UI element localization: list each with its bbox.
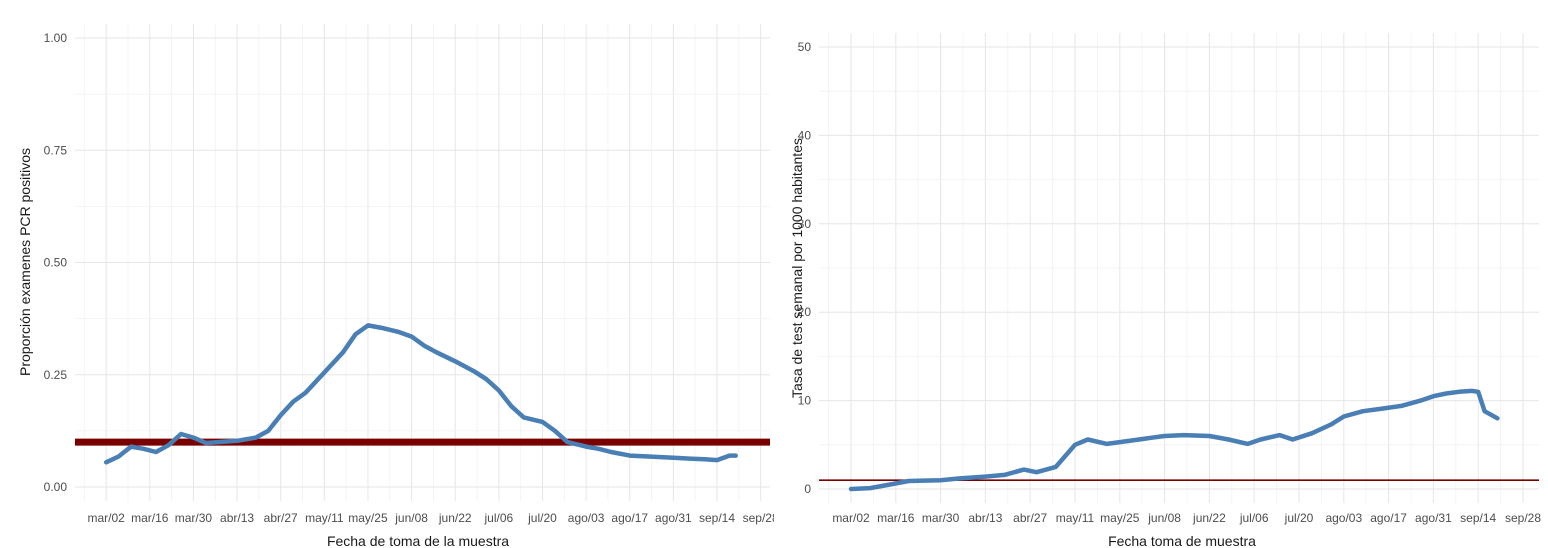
x-tick-label-right: abr/13 xyxy=(968,511,1002,525)
y-tick-label-left: 0.75 xyxy=(44,143,68,157)
x-tick-label-left: ago/17 xyxy=(611,511,648,525)
x-tick-label-left: abr/13 xyxy=(220,511,254,525)
x-tick-label-right: jun/22 xyxy=(1192,511,1226,525)
x-tick-label-left: abr/27 xyxy=(264,511,298,525)
x-tick-label-right: abr/27 xyxy=(1013,511,1047,525)
y-tick-label-left: 0.50 xyxy=(44,256,68,270)
y-tick-label-left: 1.00 xyxy=(44,31,68,45)
x-tick-label-left: jun/22 xyxy=(438,511,472,525)
x-tick-label-left: jun/08 xyxy=(394,511,428,525)
grid-left xyxy=(75,24,770,501)
x-tick-label-left: jul/20 xyxy=(527,511,557,525)
y-axis-title-left: Proporción examenes PCR positivos xyxy=(17,148,33,376)
x-tick-label-left: jul/06 xyxy=(484,511,514,525)
x-tick-label-right: mar/02 xyxy=(832,511,870,525)
x-tick-label-left: may/25 xyxy=(348,511,388,525)
x-tick-label-left: ago/31 xyxy=(655,511,692,525)
y-tick-label-right: 40 xyxy=(798,128,812,142)
y-tick-labels-right: 0 10 20 30 40 50 xyxy=(798,40,812,496)
x-tick-label-right: jun/08 xyxy=(1147,511,1181,525)
series-line-path-right xyxy=(848,388,1500,492)
y-tick-label-left: 0.25 xyxy=(44,368,68,382)
x-tick-label-right: mar/30 xyxy=(922,511,960,525)
x-tick-label-left: mar/16 xyxy=(131,511,169,525)
y-tick-label-right: 20 xyxy=(798,305,812,319)
x-tick-label-left: sep/14 xyxy=(699,511,735,525)
x-tick-label-right: ago/17 xyxy=(1370,511,1407,525)
x-axis-title-left: Fecha de toma de la muestra xyxy=(327,533,509,548)
x-tick-label-left: mar/02 xyxy=(87,511,125,525)
x-tick-label-right: may/11 xyxy=(1056,511,1095,525)
y-tick-label-left: 0.00 xyxy=(44,480,68,494)
series-line-left xyxy=(103,323,738,465)
x-tick-label-right: mar/16 xyxy=(877,511,915,525)
x-tick-label-left: sep/28 xyxy=(743,511,774,525)
x-tick-label-left: ago/03 xyxy=(568,511,605,525)
x-tick-labels-left: mar/02 mar/16 mar/30 abr/13 abr/27 may/11 may/… xyxy=(87,511,774,525)
y-tick-label-right: 10 xyxy=(798,394,812,408)
x-tick-labels-right: mar/02 mar/16 mar/30 abr/13 abr/27 may/11 may/… xyxy=(832,511,1541,525)
series-line-right xyxy=(848,388,1500,492)
x-tick-label-right: ago/31 xyxy=(1415,511,1452,525)
x-tick-label-right: sep/28 xyxy=(1505,511,1541,525)
x-axis-title-right: Fecha toma de muestra xyxy=(1108,533,1256,548)
y-tick-labels-left: 0.00 0.25 0.50 0.75 1.00 xyxy=(44,31,68,494)
grid-right xyxy=(819,33,1539,503)
x-tick-label-right: may/25 xyxy=(1100,511,1140,525)
x-tick-label-right: jul/06 xyxy=(1239,511,1269,525)
y-tick-label-right: 50 xyxy=(798,40,812,54)
x-tick-label-right: sep/14 xyxy=(1460,511,1496,525)
series-line-path-left xyxy=(103,323,738,465)
chart-left: 0.00 0.25 0.50 0.75 1.00 mar/02 mar/16 mar/30 a… xyxy=(17,24,774,548)
x-tick-label-left: mar/30 xyxy=(175,511,213,525)
y-axis-title-right: Tasa de test semanal por 1000 habitantes xyxy=(789,138,805,398)
chart-right: 0 10 20 30 40 50 mar/02 mar/16 mar/30 abr/13 abr/… xyxy=(789,33,1541,548)
y-tick-label-right: 0 xyxy=(804,482,811,496)
x-tick-label-left: may/11 xyxy=(305,511,344,525)
x-tick-label-right: jul/20 xyxy=(1284,511,1314,525)
y-tick-label-right: 30 xyxy=(798,217,812,231)
x-tick-label-right: ago/03 xyxy=(1325,511,1362,525)
